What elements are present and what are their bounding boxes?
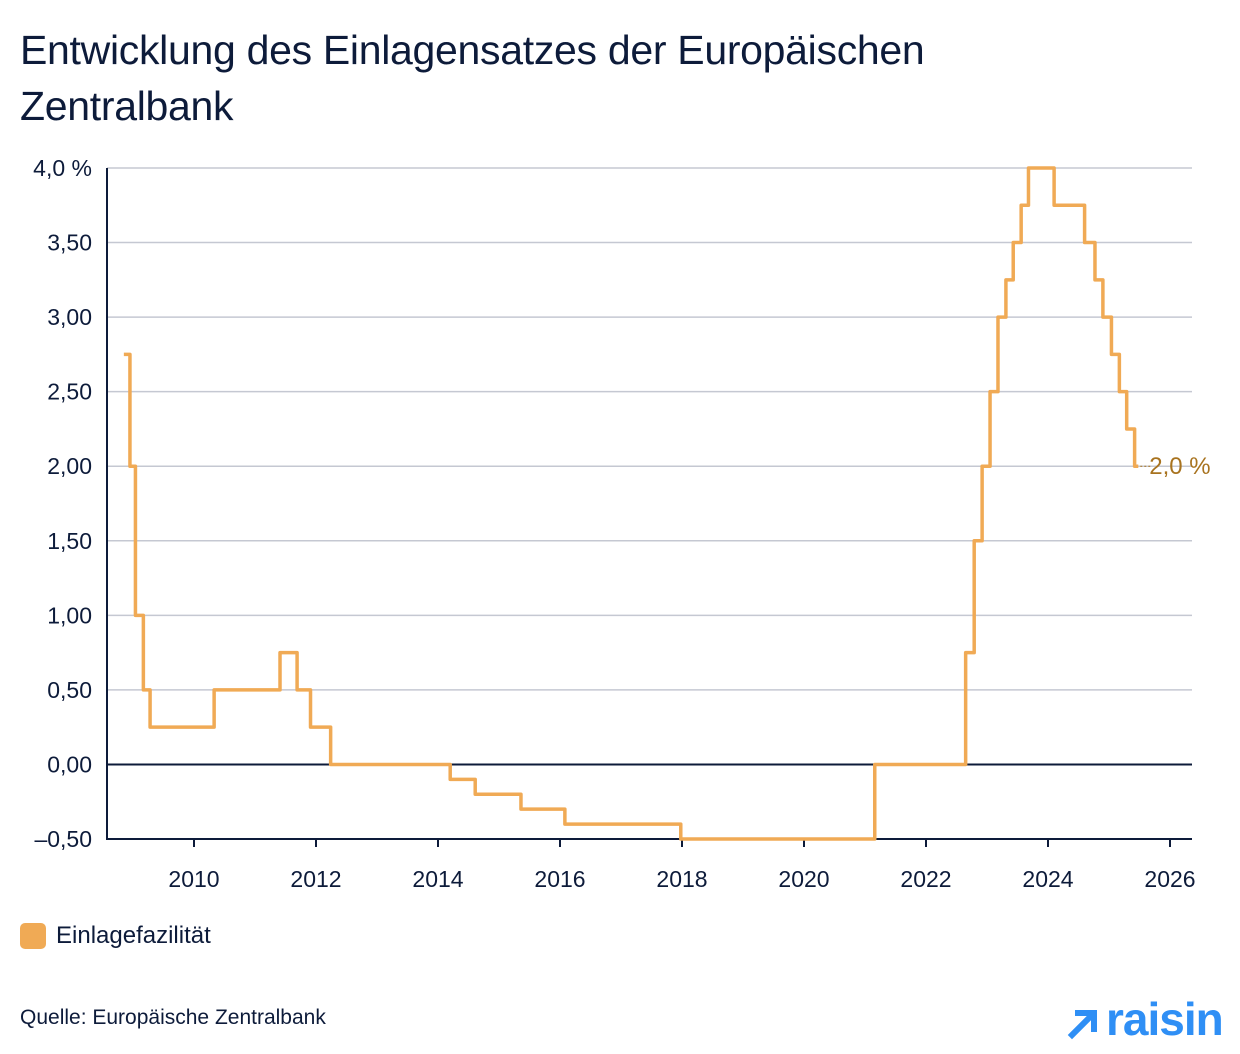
y-tick-label: 4,0 % <box>33 155 92 181</box>
logo-text: raisin <box>1106 993 1224 1045</box>
y-tick-label: 0,50 <box>47 677 92 703</box>
arrow-up-right-icon <box>1067 1010 1097 1040</box>
x-tick-label: 2016 <box>534 866 585 892</box>
x-tick-label: 2020 <box>778 866 829 892</box>
series-line-einlagefazilitaet <box>123 166 1139 841</box>
y-tick-label: 0,00 <box>47 751 92 777</box>
y-tick-label: 1,00 <box>47 602 92 628</box>
y-tick-label: 3,00 <box>47 304 92 330</box>
y-tick-label: 2,50 <box>47 379 92 405</box>
x-tick-label: 2010 <box>168 866 219 892</box>
chart-title: Entwicklung des Einlagensatzes der Europ… <box>20 27 925 129</box>
x-tick-label: 2014 <box>412 866 463 892</box>
raisin-logo: raisin <box>1066 992 1224 1046</box>
legend: Einlagefazilität <box>20 922 211 950</box>
x-tick-label: 2026 <box>1144 866 1195 892</box>
y-tick-label: –0,50 <box>34 826 92 852</box>
legend-swatch <box>20 923 46 949</box>
x-tick-label: 2022 <box>900 866 951 892</box>
y-tick-label: 2,00 <box>47 453 92 479</box>
source-note: Quelle: Europäische Zentralbank <box>20 1006 326 1029</box>
x-tick-label: 2018 <box>656 866 707 892</box>
x-tick-label: 2012 <box>290 866 341 892</box>
end-value-label: 2,0 % <box>1149 453 1210 480</box>
legend-label: Einlagefazilität <box>56 922 211 949</box>
y-tick-label: 3,50 <box>47 230 92 256</box>
x-tick-label: 2024 <box>1022 866 1073 892</box>
y-tick-label: 1,50 <box>47 528 92 554</box>
